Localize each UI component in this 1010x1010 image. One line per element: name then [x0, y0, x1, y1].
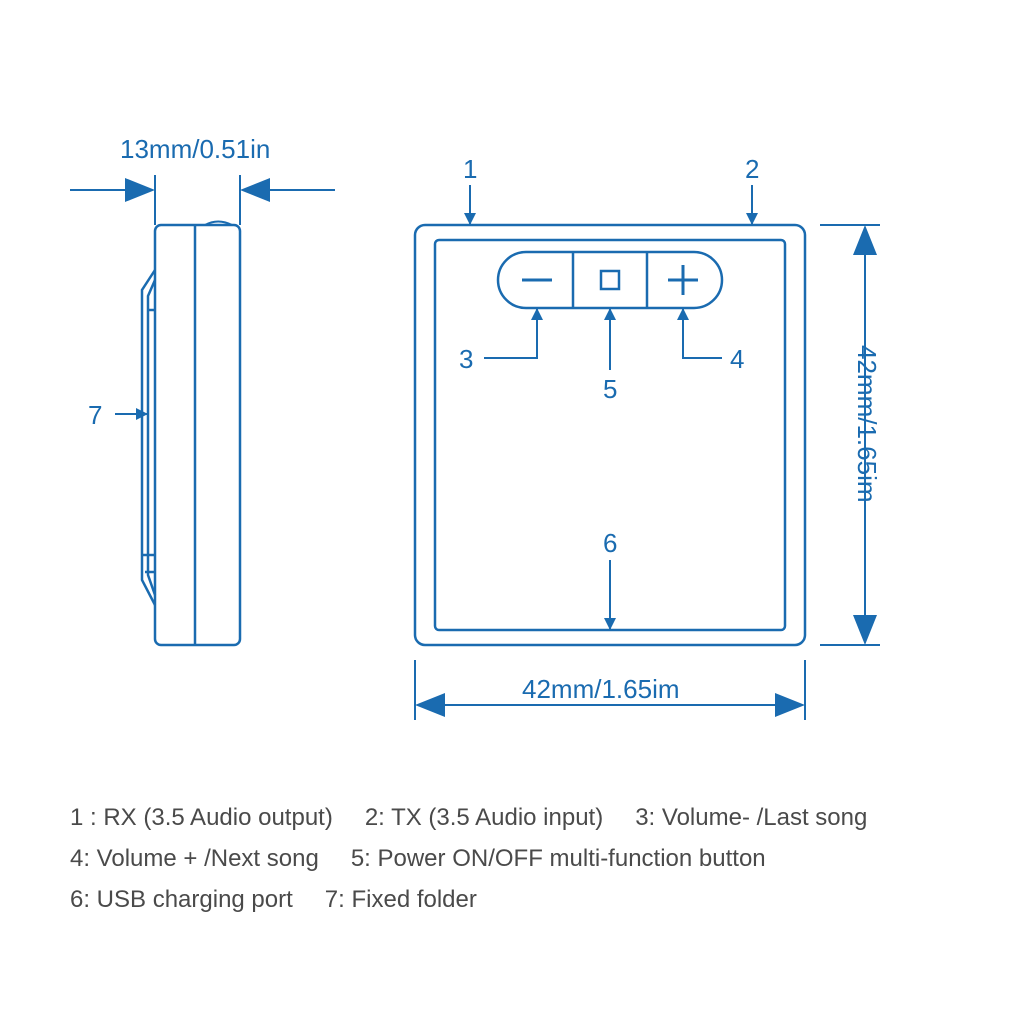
button-panel — [498, 252, 722, 308]
svg-text:5: 5 — [603, 374, 617, 404]
legend-item-1: 1 : RX (3.5 Audio output) — [70, 798, 333, 839]
callout-5: 5 — [603, 308, 617, 404]
side-view — [142, 222, 240, 646]
dimension-height: 42mm/1.65im — [820, 225, 882, 645]
legend-item-6: 6: USB charging port — [70, 880, 293, 921]
diagram-svg: 13mm/0.51in 7 — [0, 0, 1010, 790]
callout-7: 7 — [88, 400, 148, 430]
svg-text:3: 3 — [459, 344, 473, 374]
legend-item-2: 2: TX (3.5 Audio input) — [365, 798, 603, 839]
callout-3: 3 — [459, 308, 543, 374]
dimension-width: 42mm/1.65im — [415, 660, 805, 720]
callout-6: 6 — [603, 528, 617, 630]
legend: 1 : RX (3.5 Audio output) 2: TX (3.5 Aud… — [70, 798, 950, 920]
power-icon — [601, 271, 619, 289]
callout-2: 2 — [745, 154, 759, 225]
dim-thickness-label: 13mm/0.51in — [120, 134, 270, 164]
svg-text:6: 6 — [603, 528, 617, 558]
dim-height-label: 42mm/1.65im — [852, 345, 882, 503]
dimension-thickness: 13mm/0.51in — [70, 134, 335, 225]
svg-text:7: 7 — [88, 400, 102, 430]
svg-text:4: 4 — [730, 344, 744, 374]
callout-1: 1 — [463, 154, 477, 225]
svg-text:1: 1 — [463, 154, 477, 184]
legend-item-5: 5: Power ON/OFF multi-function button — [351, 839, 766, 880]
svg-text:2: 2 — [745, 154, 759, 184]
legend-item-3: 3: Volume- /Last song — [635, 798, 867, 839]
dim-width-label: 42mm/1.65im — [522, 674, 680, 704]
callout-4: 4 — [677, 308, 744, 374]
legend-item-7: 7: Fixed folder — [325, 880, 477, 921]
legend-item-4: 4: Volume + /Next song — [70, 839, 319, 880]
